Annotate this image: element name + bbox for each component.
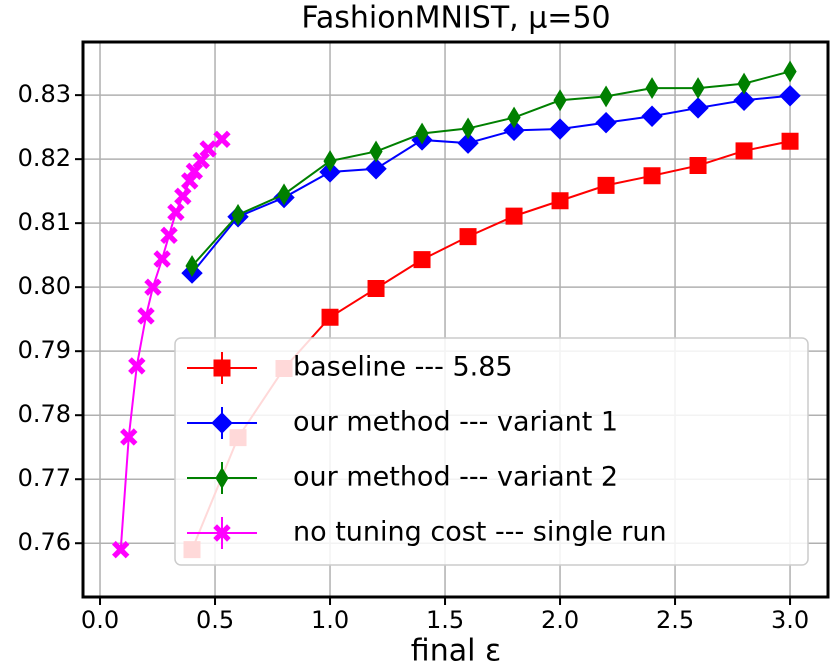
marker [153,250,171,268]
marker [689,157,707,175]
y-tick-label: 0.83 [18,80,71,108]
x-tick-label: 1.5 [426,606,464,634]
marker [549,118,571,140]
marker [687,97,709,119]
marker [160,226,178,245]
marker [174,187,192,205]
x-tick-label: 0.0 [81,606,119,634]
legend: baseline --- 5.85 our method --- variant … [174,337,809,566]
marker [185,255,199,278]
marker [365,158,387,180]
legend-label: our method --- variant 2 [293,462,618,493]
marker [599,85,613,108]
marker [211,412,233,434]
marker [691,77,705,100]
marker [277,183,291,206]
marker [597,176,615,194]
marker [507,106,521,129]
marker [321,308,339,326]
marker [595,111,617,134]
marker [323,150,337,173]
marker [461,117,475,140]
marker [367,279,385,297]
legend-label: our method --- variant 1 [293,407,618,438]
y-tick-label: 0.81 [18,208,71,236]
marker [781,132,799,150]
marker [503,119,525,142]
y-tick-label: 0.82 [18,144,71,172]
chart-title: FashionMNIST, μ=50 [301,1,610,36]
marker [231,203,245,226]
y-tick-label: 0.78 [18,400,71,428]
marker [413,251,431,269]
marker [641,105,663,127]
marker [369,140,383,163]
marker [457,132,479,154]
marker [553,89,567,112]
marker [643,167,661,185]
marker [120,428,138,446]
marker [213,359,231,377]
marker [192,151,210,170]
marker [144,278,162,296]
x-tick-label: 3.0 [771,606,809,634]
x-axis-label: final ε [411,634,501,669]
marker [215,467,229,489]
y-tick-label: 0.80 [18,272,71,300]
marker [459,228,477,246]
marker [737,72,751,95]
legend-label: baseline --- 5.85 [293,352,513,383]
y-tick-label: 0.77 [18,464,71,492]
marker [137,307,155,325]
marker [783,60,797,83]
x-tick-label: 0.5 [196,606,234,634]
marker [167,203,185,221]
marker [213,524,231,542]
marker [213,130,231,149]
y-tick-label: 0.79 [18,336,71,364]
marker [112,540,130,559]
y-tick-label: 0.76 [18,528,71,556]
marker [551,192,569,210]
marker [199,140,217,158]
legend-box [174,337,809,566]
plot-frame [81,40,830,599]
series-line [191,70,791,267]
x-tick-label: 1.0 [311,606,349,634]
marker [185,162,204,181]
marker [128,357,146,375]
marker [779,85,801,107]
marker [733,89,755,111]
marker [505,207,523,225]
marker [645,77,659,100]
marker [415,122,429,145]
x-tick-label: 2.5 [656,606,694,634]
legend-label: no tuning cost --- single run [293,517,667,548]
marker [735,142,753,160]
x-tick-label: 2.0 [541,606,579,634]
